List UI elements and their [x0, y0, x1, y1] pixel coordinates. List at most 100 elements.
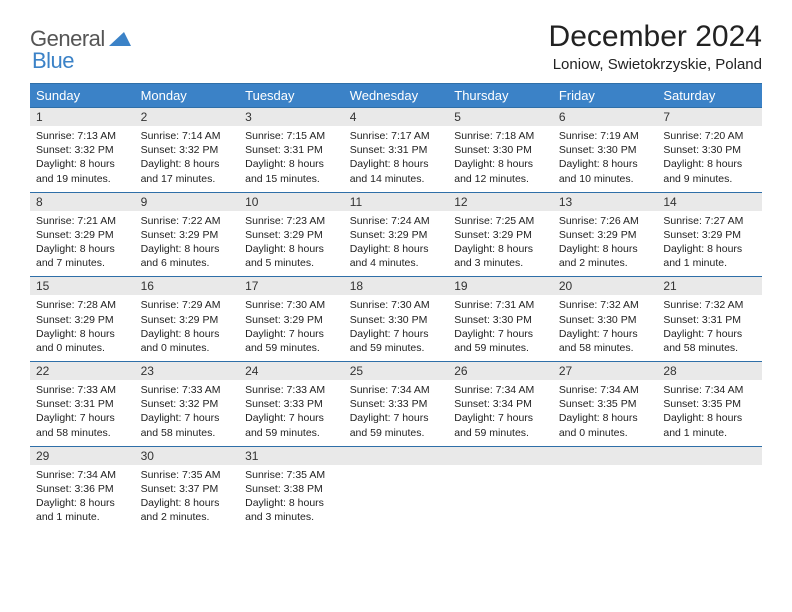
day-cell: Sunrise: 7:24 AMSunset: 3:29 PMDaylight:…	[344, 211, 449, 277]
sunset-text: Sunset: 3:31 PM	[245, 143, 338, 157]
daylight-text: Daylight: 8 hours and 3 minutes.	[454, 242, 547, 270]
sunrise-text: Sunrise: 7:24 AM	[350, 214, 443, 228]
day-cell: Sunrise: 7:23 AMSunset: 3:29 PMDaylight:…	[239, 211, 344, 277]
daylight-text: Daylight: 8 hours and 5 minutes.	[245, 242, 338, 270]
day-header: Friday	[553, 84, 658, 108]
day-number: 9	[135, 192, 240, 211]
day-number: 5	[448, 108, 553, 127]
day-number: 19	[448, 277, 553, 296]
sunrise-text: Sunrise: 7:34 AM	[350, 383, 443, 397]
day-number: 30	[135, 446, 240, 465]
day-cell: Sunrise: 7:14 AMSunset: 3:32 PMDaylight:…	[135, 126, 240, 192]
day-number: 25	[344, 362, 449, 381]
day-cell	[657, 465, 762, 531]
day-cell: Sunrise: 7:21 AMSunset: 3:29 PMDaylight:…	[30, 211, 135, 277]
sunrise-text: Sunrise: 7:34 AM	[559, 383, 652, 397]
sunset-text: Sunset: 3:29 PM	[454, 228, 547, 242]
daylight-text: Daylight: 8 hours and 0 minutes.	[559, 411, 652, 439]
day-cell: Sunrise: 7:27 AMSunset: 3:29 PMDaylight:…	[657, 211, 762, 277]
day-number: 12	[448, 192, 553, 211]
day-number: 28	[657, 362, 762, 381]
sunrise-text: Sunrise: 7:15 AM	[245, 129, 338, 143]
sunrise-text: Sunrise: 7:28 AM	[36, 298, 129, 312]
sunrise-text: Sunrise: 7:34 AM	[36, 468, 129, 482]
day-number: 22	[30, 362, 135, 381]
day-cell: Sunrise: 7:15 AMSunset: 3:31 PMDaylight:…	[239, 126, 344, 192]
day-cell: Sunrise: 7:20 AMSunset: 3:30 PMDaylight:…	[657, 126, 762, 192]
day-header-row: Sunday Monday Tuesday Wednesday Thursday…	[30, 84, 762, 108]
daylight-text: Daylight: 8 hours and 19 minutes.	[36, 157, 129, 185]
day-header: Monday	[135, 84, 240, 108]
day-number: 27	[553, 362, 658, 381]
day-number: 6	[553, 108, 658, 127]
day-number: 21	[657, 277, 762, 296]
day-cell: Sunrise: 7:18 AMSunset: 3:30 PMDaylight:…	[448, 126, 553, 192]
sunrise-text: Sunrise: 7:21 AM	[36, 214, 129, 228]
day-cell: Sunrise: 7:30 AMSunset: 3:29 PMDaylight:…	[239, 295, 344, 361]
daylight-text: Daylight: 7 hours and 58 minutes.	[36, 411, 129, 439]
day-number-row: 891011121314	[30, 192, 762, 211]
sunset-text: Sunset: 3:34 PM	[454, 397, 547, 411]
daylight-text: Daylight: 8 hours and 17 minutes.	[141, 157, 234, 185]
sunrise-text: Sunrise: 7:26 AM	[559, 214, 652, 228]
daylight-text: Daylight: 8 hours and 15 minutes.	[245, 157, 338, 185]
sunset-text: Sunset: 3:30 PM	[559, 143, 652, 157]
sunrise-text: Sunrise: 7:20 AM	[663, 129, 756, 143]
daylight-text: Daylight: 7 hours and 58 minutes.	[663, 327, 756, 355]
day-header: Thursday	[448, 84, 553, 108]
daylight-text: Daylight: 8 hours and 0 minutes.	[36, 327, 129, 355]
daylight-text: Daylight: 7 hours and 59 minutes.	[350, 327, 443, 355]
daylight-text: Daylight: 8 hours and 2 minutes.	[559, 242, 652, 270]
sunset-text: Sunset: 3:29 PM	[141, 228, 234, 242]
day-number	[553, 446, 658, 465]
day-header: Sunday	[30, 84, 135, 108]
sunset-text: Sunset: 3:33 PM	[245, 397, 338, 411]
sunrise-text: Sunrise: 7:19 AM	[559, 129, 652, 143]
sunset-text: Sunset: 3:37 PM	[141, 482, 234, 496]
sunset-text: Sunset: 3:32 PM	[141, 397, 234, 411]
day-number: 14	[657, 192, 762, 211]
day-number: 11	[344, 192, 449, 211]
day-cell: Sunrise: 7:34 AMSunset: 3:35 PMDaylight:…	[553, 380, 658, 446]
daylight-text: Daylight: 7 hours and 59 minutes.	[245, 411, 338, 439]
sunset-text: Sunset: 3:36 PM	[36, 482, 129, 496]
sunset-text: Sunset: 3:30 PM	[663, 143, 756, 157]
sunrise-text: Sunrise: 7:31 AM	[454, 298, 547, 312]
sunrise-text: Sunrise: 7:35 AM	[245, 468, 338, 482]
sunset-text: Sunset: 3:29 PM	[350, 228, 443, 242]
day-cell: Sunrise: 7:35 AMSunset: 3:37 PMDaylight:…	[135, 465, 240, 531]
sunrise-text: Sunrise: 7:18 AM	[454, 129, 547, 143]
sunrise-text: Sunrise: 7:29 AM	[141, 298, 234, 312]
sunset-text: Sunset: 3:38 PM	[245, 482, 338, 496]
sunset-text: Sunset: 3:31 PM	[350, 143, 443, 157]
daylight-text: Daylight: 7 hours and 59 minutes.	[350, 411, 443, 439]
daylight-text: Daylight: 8 hours and 2 minutes.	[141, 496, 234, 524]
day-number: 26	[448, 362, 553, 381]
sunset-text: Sunset: 3:31 PM	[663, 313, 756, 327]
sunrise-text: Sunrise: 7:33 AM	[141, 383, 234, 397]
day-number: 2	[135, 108, 240, 127]
sunrise-text: Sunrise: 7:33 AM	[245, 383, 338, 397]
sunrise-text: Sunrise: 7:22 AM	[141, 214, 234, 228]
daylight-text: Daylight: 7 hours and 59 minutes.	[454, 411, 547, 439]
daylight-text: Daylight: 8 hours and 4 minutes.	[350, 242, 443, 270]
day-number	[344, 446, 449, 465]
day-number: 15	[30, 277, 135, 296]
day-header: Wednesday	[344, 84, 449, 108]
sunset-text: Sunset: 3:29 PM	[36, 228, 129, 242]
day-data-row: Sunrise: 7:21 AMSunset: 3:29 PMDaylight:…	[30, 211, 762, 277]
sunset-text: Sunset: 3:29 PM	[559, 228, 652, 242]
day-cell: Sunrise: 7:34 AMSunset: 3:36 PMDaylight:…	[30, 465, 135, 531]
logo-triangle-icon	[109, 30, 131, 51]
day-cell: Sunrise: 7:28 AMSunset: 3:29 PMDaylight:…	[30, 295, 135, 361]
day-cell: Sunrise: 7:34 AMSunset: 3:33 PMDaylight:…	[344, 380, 449, 446]
day-cell: Sunrise: 7:31 AMSunset: 3:30 PMDaylight:…	[448, 295, 553, 361]
sunrise-text: Sunrise: 7:27 AM	[663, 214, 756, 228]
day-number: 10	[239, 192, 344, 211]
sunset-text: Sunset: 3:29 PM	[245, 313, 338, 327]
sunset-text: Sunset: 3:30 PM	[454, 143, 547, 157]
day-number: 8	[30, 192, 135, 211]
daylight-text: Daylight: 7 hours and 58 minutes.	[141, 411, 234, 439]
sunset-text: Sunset: 3:29 PM	[245, 228, 338, 242]
sunrise-text: Sunrise: 7:23 AM	[245, 214, 338, 228]
